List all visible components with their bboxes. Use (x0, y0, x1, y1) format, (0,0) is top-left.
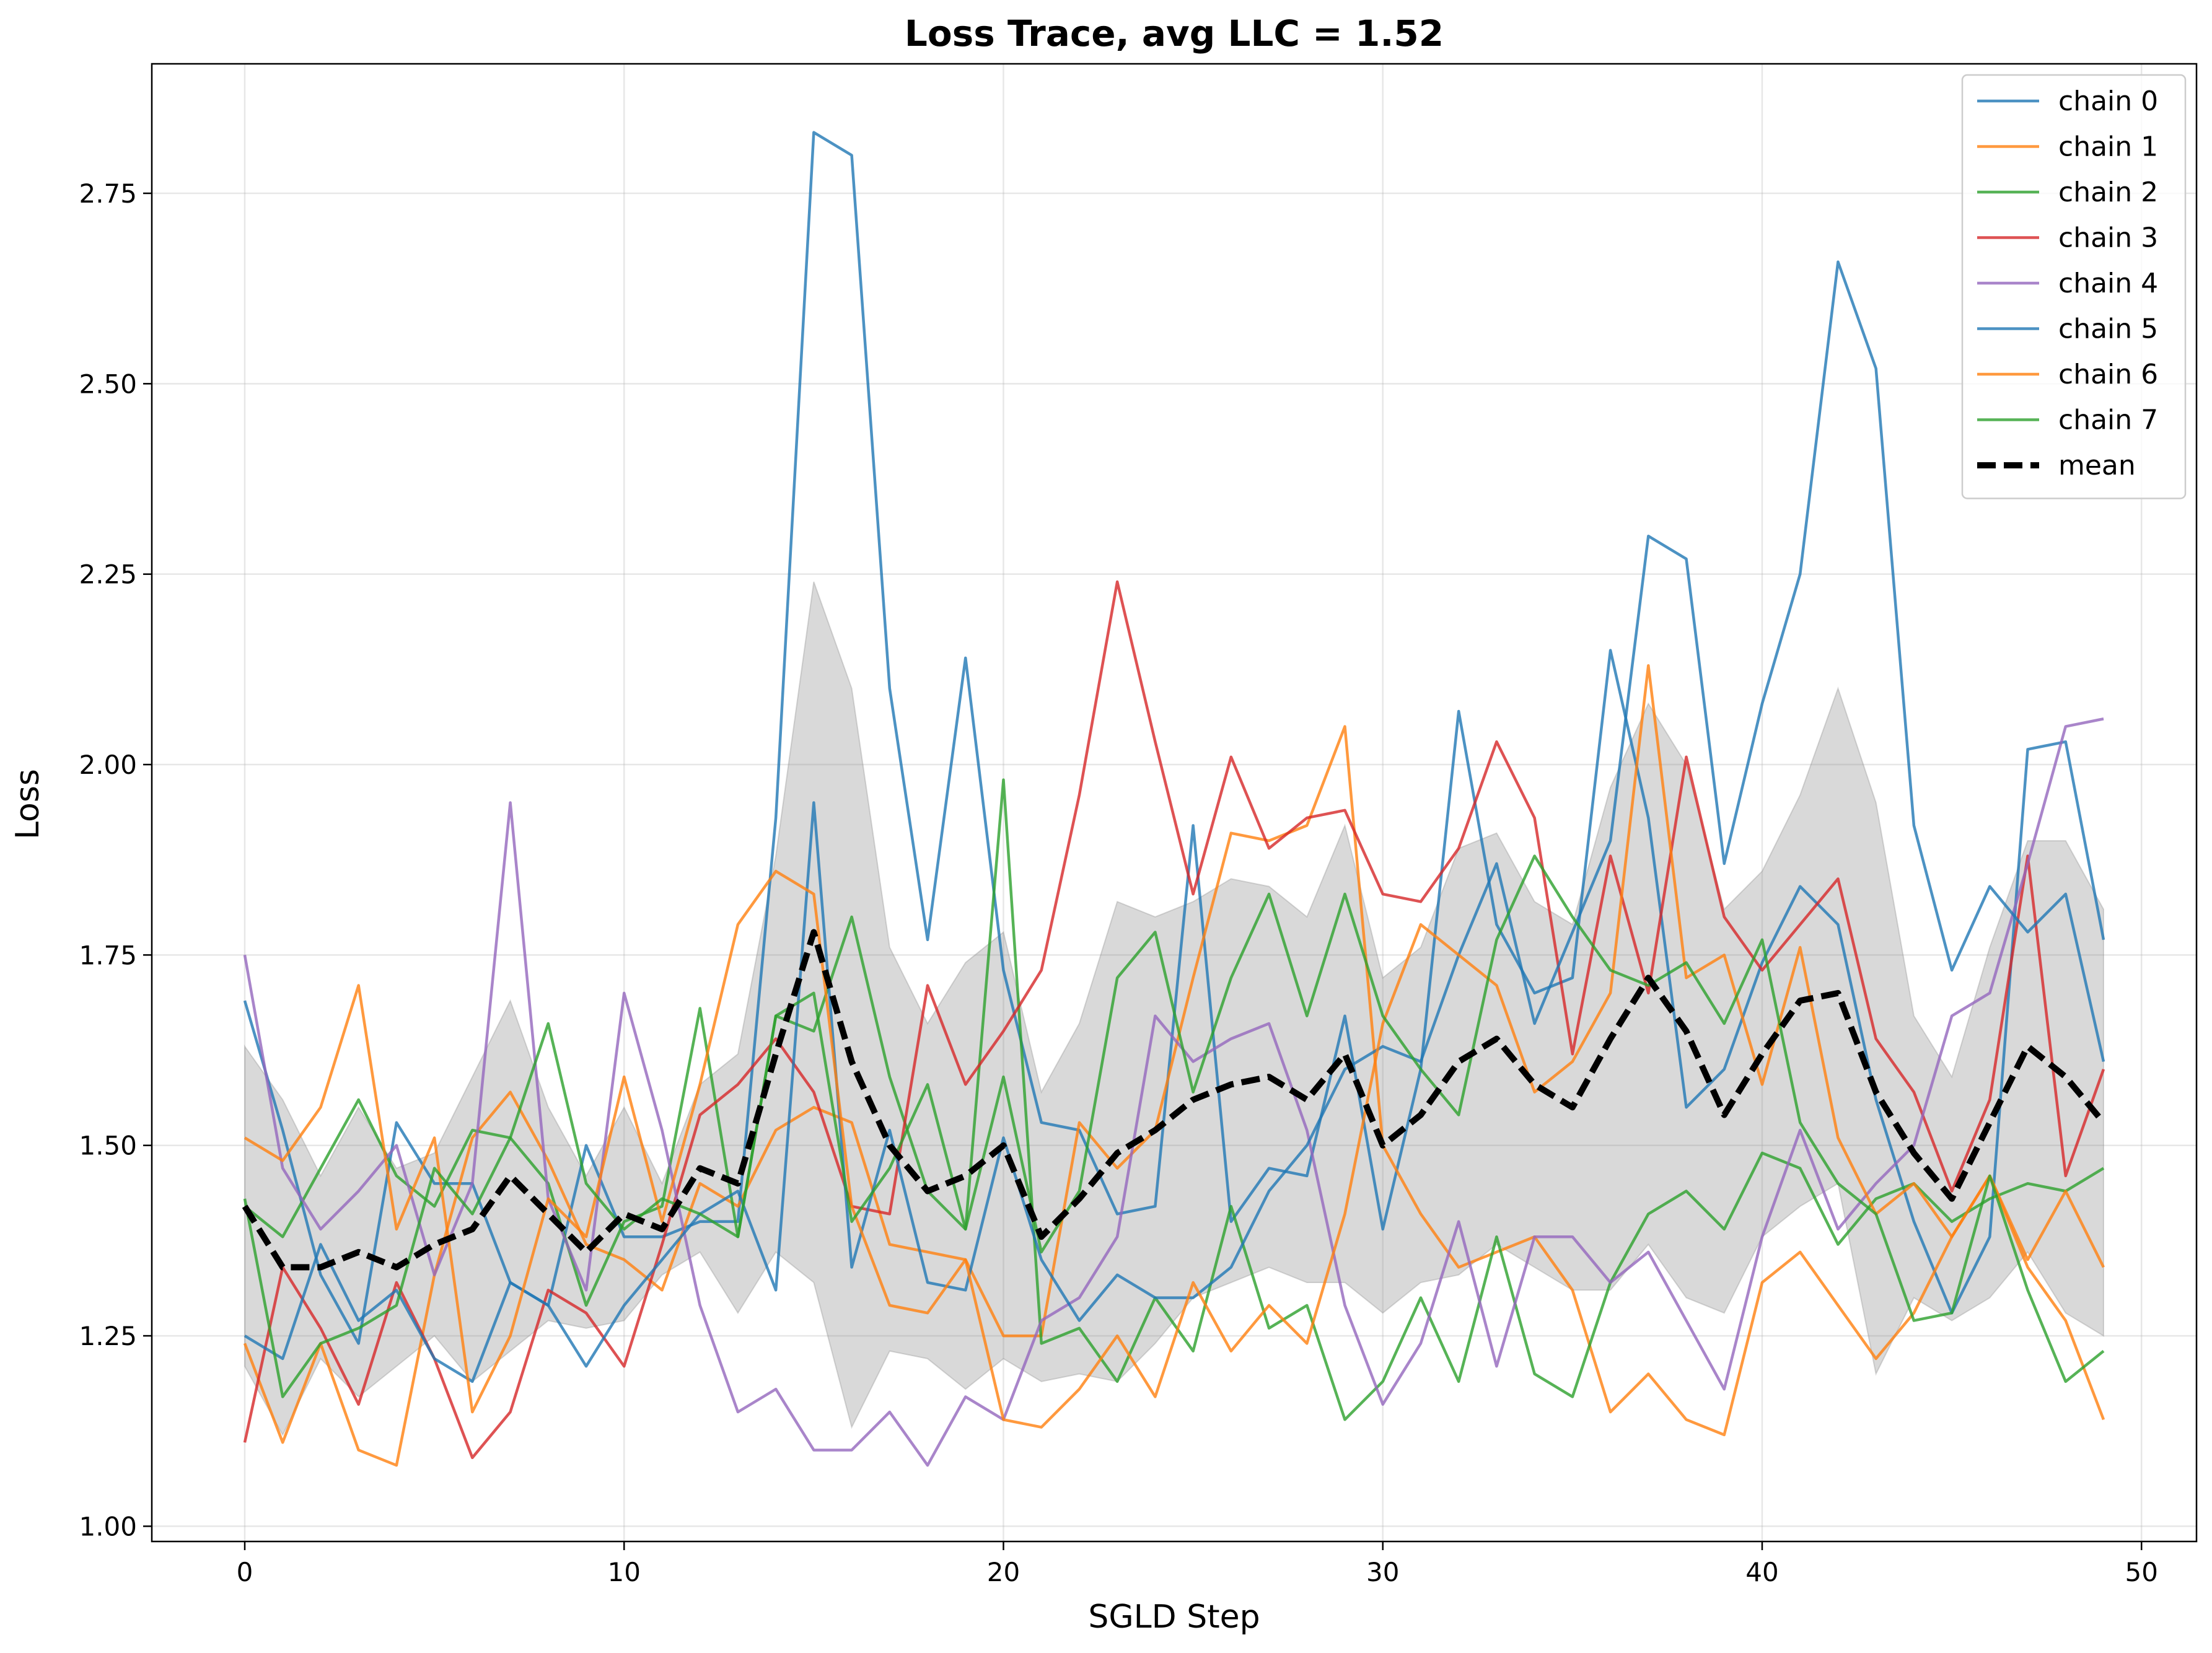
legend-label: chain 7 (2058, 405, 2158, 436)
series-line-chain-7 (243, 854, 2105, 1398)
series-line-mean (242, 929, 2106, 1271)
x-axis-label: SGLD Step (1088, 1598, 1260, 1636)
y-tick-label: 2.50 (79, 369, 137, 399)
y-tick-label: 1.75 (79, 940, 137, 970)
x-tick-label: 0 (237, 1557, 253, 1587)
legend-label: chain 3 (2058, 222, 2158, 254)
x-tick-label: 30 (1366, 1557, 1399, 1587)
series-line-chain-3 (243, 580, 2105, 1460)
y-axis: 1.00 1.25 1.50 1.75 2.00 2.25 2.50 2.75 (79, 178, 152, 1541)
series-line-chain-1 (243, 725, 2105, 1467)
series-line-chain-5 (244, 260, 2105, 1383)
y-tick-label: 2.00 (79, 750, 137, 780)
series-lines (242, 131, 2106, 1467)
legend-label: chain 0 (2058, 86, 2158, 117)
legend-label: chain 1 (2058, 131, 2158, 163)
y-tick-label: 2.75 (79, 178, 137, 209)
legend: chain 0 chain 1 chain 2 chain 3 chain 4 chain… (1961, 74, 2187, 499)
y-axis-label: Loss (9, 769, 46, 840)
y-tick-label: 1.00 (79, 1511, 137, 1541)
legend-label: mean (2058, 450, 2136, 481)
chart-title: Loss Trace, avg LLC = 1.52 (905, 12, 1444, 55)
legend-box (1961, 74, 2187, 499)
legend-label: chain 4 (2058, 268, 2158, 299)
x-tick-label: 10 (608, 1557, 641, 1587)
legend-label: chain 6 (2058, 359, 2158, 390)
series-line-chain-6 (244, 664, 2105, 1429)
y-tick-label: 1.25 (79, 1321, 137, 1351)
legend-label: chain 2 (2058, 177, 2158, 208)
x-tick-label: 50 (2125, 1557, 2157, 1587)
x-tick-label: 40 (1745, 1557, 1778, 1587)
y-tick-label: 2.25 (79, 559, 137, 590)
y-tick-label: 1.50 (79, 1131, 137, 1161)
x-tick-label: 20 (987, 1557, 1020, 1587)
plot-frame (151, 63, 2198, 1543)
x-axis: 0 10 20 30 40 50 (237, 1541, 2158, 1587)
series-line-chain-4 (243, 717, 2104, 1467)
legend-label: chain 5 (2058, 314, 2158, 345)
